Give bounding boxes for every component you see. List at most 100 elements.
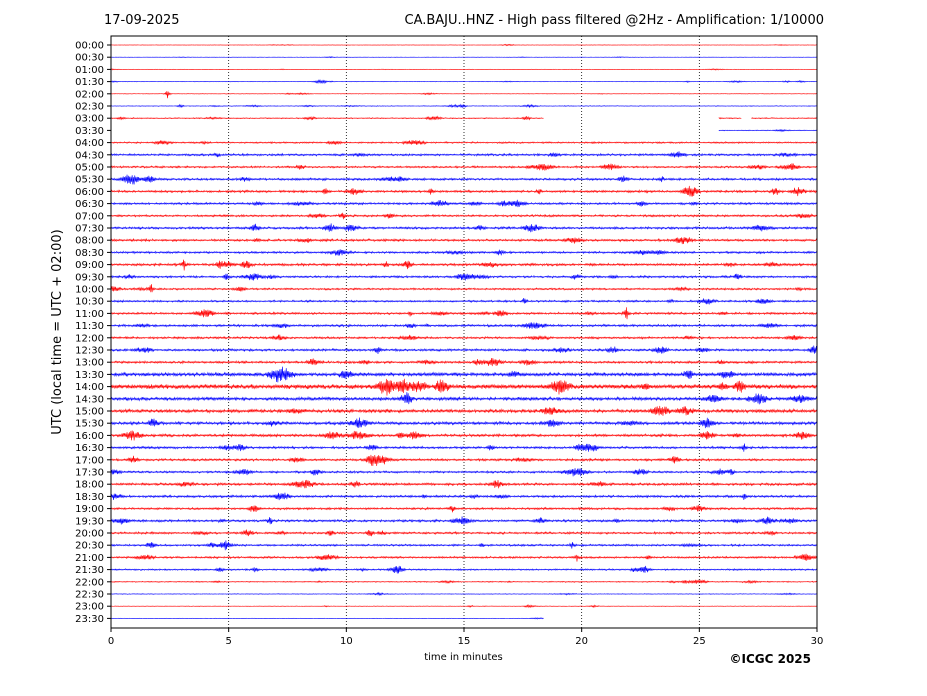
y-tick-label-40: 20:00 [75, 529, 104, 540]
y-tick-label-16: 08:00 [75, 236, 104, 247]
y-tick-label-15: 07:30 [75, 224, 104, 235]
trace-row-0700 [110, 212, 818, 220]
y-tick-label-4: 02:00 [75, 89, 104, 100]
y-tick-label-33: 16:30 [75, 443, 104, 454]
trace-row-2130 [110, 565, 818, 574]
trace-row-1400 [110, 378, 818, 396]
y-tick-label-14: 07:00 [75, 211, 104, 222]
y-tick-label-38: 19:00 [75, 504, 104, 515]
y-tick-label-7: 03:30 [75, 126, 104, 137]
y-tick-label-12: 06:00 [75, 187, 104, 198]
trace-row-0200 [110, 91, 818, 99]
plot-frame [110, 35, 818, 629]
trace-row-1430 [110, 392, 818, 405]
trace-row-1600 [110, 430, 818, 441]
trace-row-2100 [110, 553, 818, 562]
trace-row-1000 [110, 284, 818, 293]
y-tick-label-24: 12:00 [75, 333, 104, 344]
y-tick-label-22: 11:00 [75, 309, 104, 320]
trace-row-1900 [110, 505, 818, 513]
y-tick-label-19: 09:30 [75, 272, 104, 283]
y-tick-label-10: 05:00 [75, 163, 104, 174]
trace-row-0100 [110, 68, 818, 71]
y-tick-label-11: 05:30 [75, 175, 104, 186]
x-axis-tick-labels: 0 5 10 15 20 25 30 [108, 628, 823, 647]
y-tick-label-37: 18:30 [75, 492, 104, 503]
y-tick-label-21: 10:30 [75, 297, 104, 308]
seismic-traces [110, 43, 818, 620]
trace-row-1300 [110, 358, 818, 367]
y-tick-label-27: 13:30 [75, 370, 104, 381]
y-tick-label-32: 16:00 [75, 431, 104, 442]
trace-row-0130 [110, 79, 818, 85]
y-tick-label-39: 19:30 [75, 516, 104, 527]
trace-row-2300 [110, 604, 818, 609]
trace-row-1530 [110, 417, 818, 429]
trace-row-1100 [110, 307, 818, 320]
trace-row-1200 [110, 334, 818, 341]
y-tick-label-23: 11:30 [75, 321, 104, 332]
x-axis-label: time in minutes [424, 652, 503, 663]
trace-row-0400 [110, 140, 818, 146]
y-tick-label-45: 22:30 [75, 590, 104, 601]
trace-row-0030 [110, 55, 818, 59]
trace-row-0500 [110, 163, 818, 171]
trace-row-0600 [110, 185, 818, 197]
trace-row-1330 [110, 366, 818, 383]
y-tick-label-44: 22:00 [75, 577, 104, 588]
y-tick-label-13: 06:30 [75, 199, 104, 210]
trace-row-1030 [110, 298, 818, 305]
y-tick-label-35: 17:30 [75, 468, 104, 479]
trace-row-1730 [110, 468, 818, 477]
trace-row-1700 [110, 454, 818, 467]
trace-row-2200 [110, 579, 818, 585]
trace-row-0830 [110, 249, 818, 256]
trace-row-1630 [110, 443, 818, 452]
trace-row-1230 [110, 345, 818, 354]
y-tick-label-28: 14:00 [75, 382, 104, 393]
trace-row-0230 [110, 103, 818, 109]
y-tick-label-6: 03:00 [75, 114, 104, 125]
trace-row-1830 [110, 492, 818, 501]
y-tick-label-34: 17:00 [75, 455, 104, 466]
y-tick-label-8: 04:00 [75, 138, 104, 149]
y-tick-label-5: 02:30 [75, 102, 104, 113]
y-tick-label-36: 18:00 [75, 480, 104, 491]
y-tick-label-0: 00:00 [75, 41, 104, 52]
y-tick-label-41: 20:30 [75, 541, 104, 552]
chart-title: CA.BAJU..HNZ - High pass filtered @2Hz -… [405, 13, 825, 28]
trace-row-0430 [110, 151, 818, 158]
trace-row-0530 [110, 174, 818, 185]
trace-row-0800 [110, 237, 818, 245]
y-tick-label-18: 09:00 [75, 260, 104, 271]
trace-row-1500 [110, 405, 818, 416]
y-axis-label: UTC (local time = UTC + 02:00) [50, 229, 65, 434]
trace-row-0900 [110, 259, 818, 271]
trace-row-2330 [110, 617, 544, 620]
y-tick-label-46: 23:00 [75, 602, 104, 613]
trace-row-1800 [110, 479, 818, 489]
y-tick-label-47: 23:30 [75, 614, 104, 625]
x-tick-label-5: 25 [693, 636, 706, 647]
y-tick-label-42: 21:00 [75, 553, 104, 564]
trace-row-2230 [110, 591, 818, 597]
trace-row-0630 [110, 199, 818, 208]
y-tick-label-43: 21:30 [75, 565, 104, 576]
x-tick-label-1: 5 [225, 636, 231, 647]
copyright-label: ©ICGC 2025 [729, 652, 811, 666]
trace-row-2030 [110, 540, 818, 551]
trace-row-2000 [110, 529, 818, 537]
y-tick-label-2: 01:00 [75, 65, 104, 76]
trace-row-1930 [110, 516, 818, 525]
y-tick-label-17: 08:30 [75, 248, 104, 259]
y-tick-label-30: 15:00 [75, 407, 104, 418]
trace-row-0300 [110, 115, 818, 121]
trace-row-0330 [718, 128, 818, 133]
trace-row-0000 [110, 43, 818, 47]
y-tick-label-26: 13:00 [75, 358, 104, 369]
trace-row-0730 [110, 223, 818, 233]
y-tick-label-3: 01:30 [75, 77, 104, 88]
x-tick-label-2: 10 [340, 636, 353, 647]
